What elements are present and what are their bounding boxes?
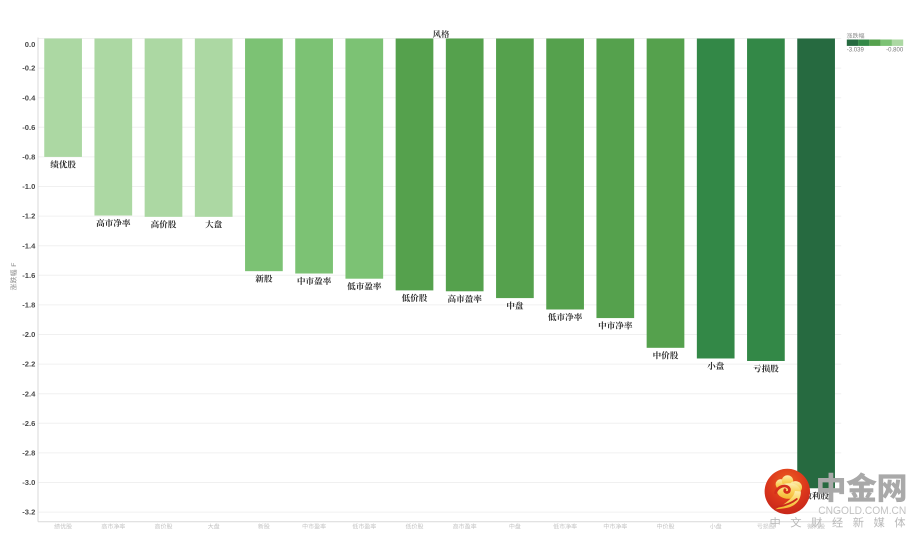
svg-text:-1.0: -1.0 [22, 182, 35, 191]
svg-text:-0.4: -0.4 [22, 93, 36, 102]
svg-text:-3.2: -3.2 [22, 508, 35, 517]
svg-text:0.0: 0.0 [25, 40, 36, 49]
svg-text:-0.800: -0.800 [886, 48, 904, 54]
svg-text:-1.6: -1.6 [22, 271, 35, 280]
svg-text:-0.8: -0.8 [22, 153, 35, 162]
svg-text:-3.039: -3.039 [847, 48, 865, 54]
svg-text:-1.8: -1.8 [22, 301, 35, 310]
svg-text:F: F [11, 263, 18, 267]
svg-text:-2.8: -2.8 [22, 449, 35, 458]
svg-text:-2.2: -2.2 [22, 360, 35, 369]
svg-text:-2.4: -2.4 [22, 389, 36, 398]
svg-text:-0.2: -0.2 [22, 64, 35, 73]
svg-text:-1.4: -1.4 [22, 241, 36, 250]
svg-text:-0.6: -0.6 [22, 123, 35, 132]
svg-text:-3.0: -3.0 [22, 478, 35, 487]
svg-text:CNGOLD.COM.CN: CNGOLD.COM.CN [818, 505, 906, 517]
svg-text:-2.6: -2.6 [22, 419, 35, 428]
svg-text:-2.0: -2.0 [22, 330, 35, 339]
svg-text:-1.2: -1.2 [22, 212, 35, 221]
